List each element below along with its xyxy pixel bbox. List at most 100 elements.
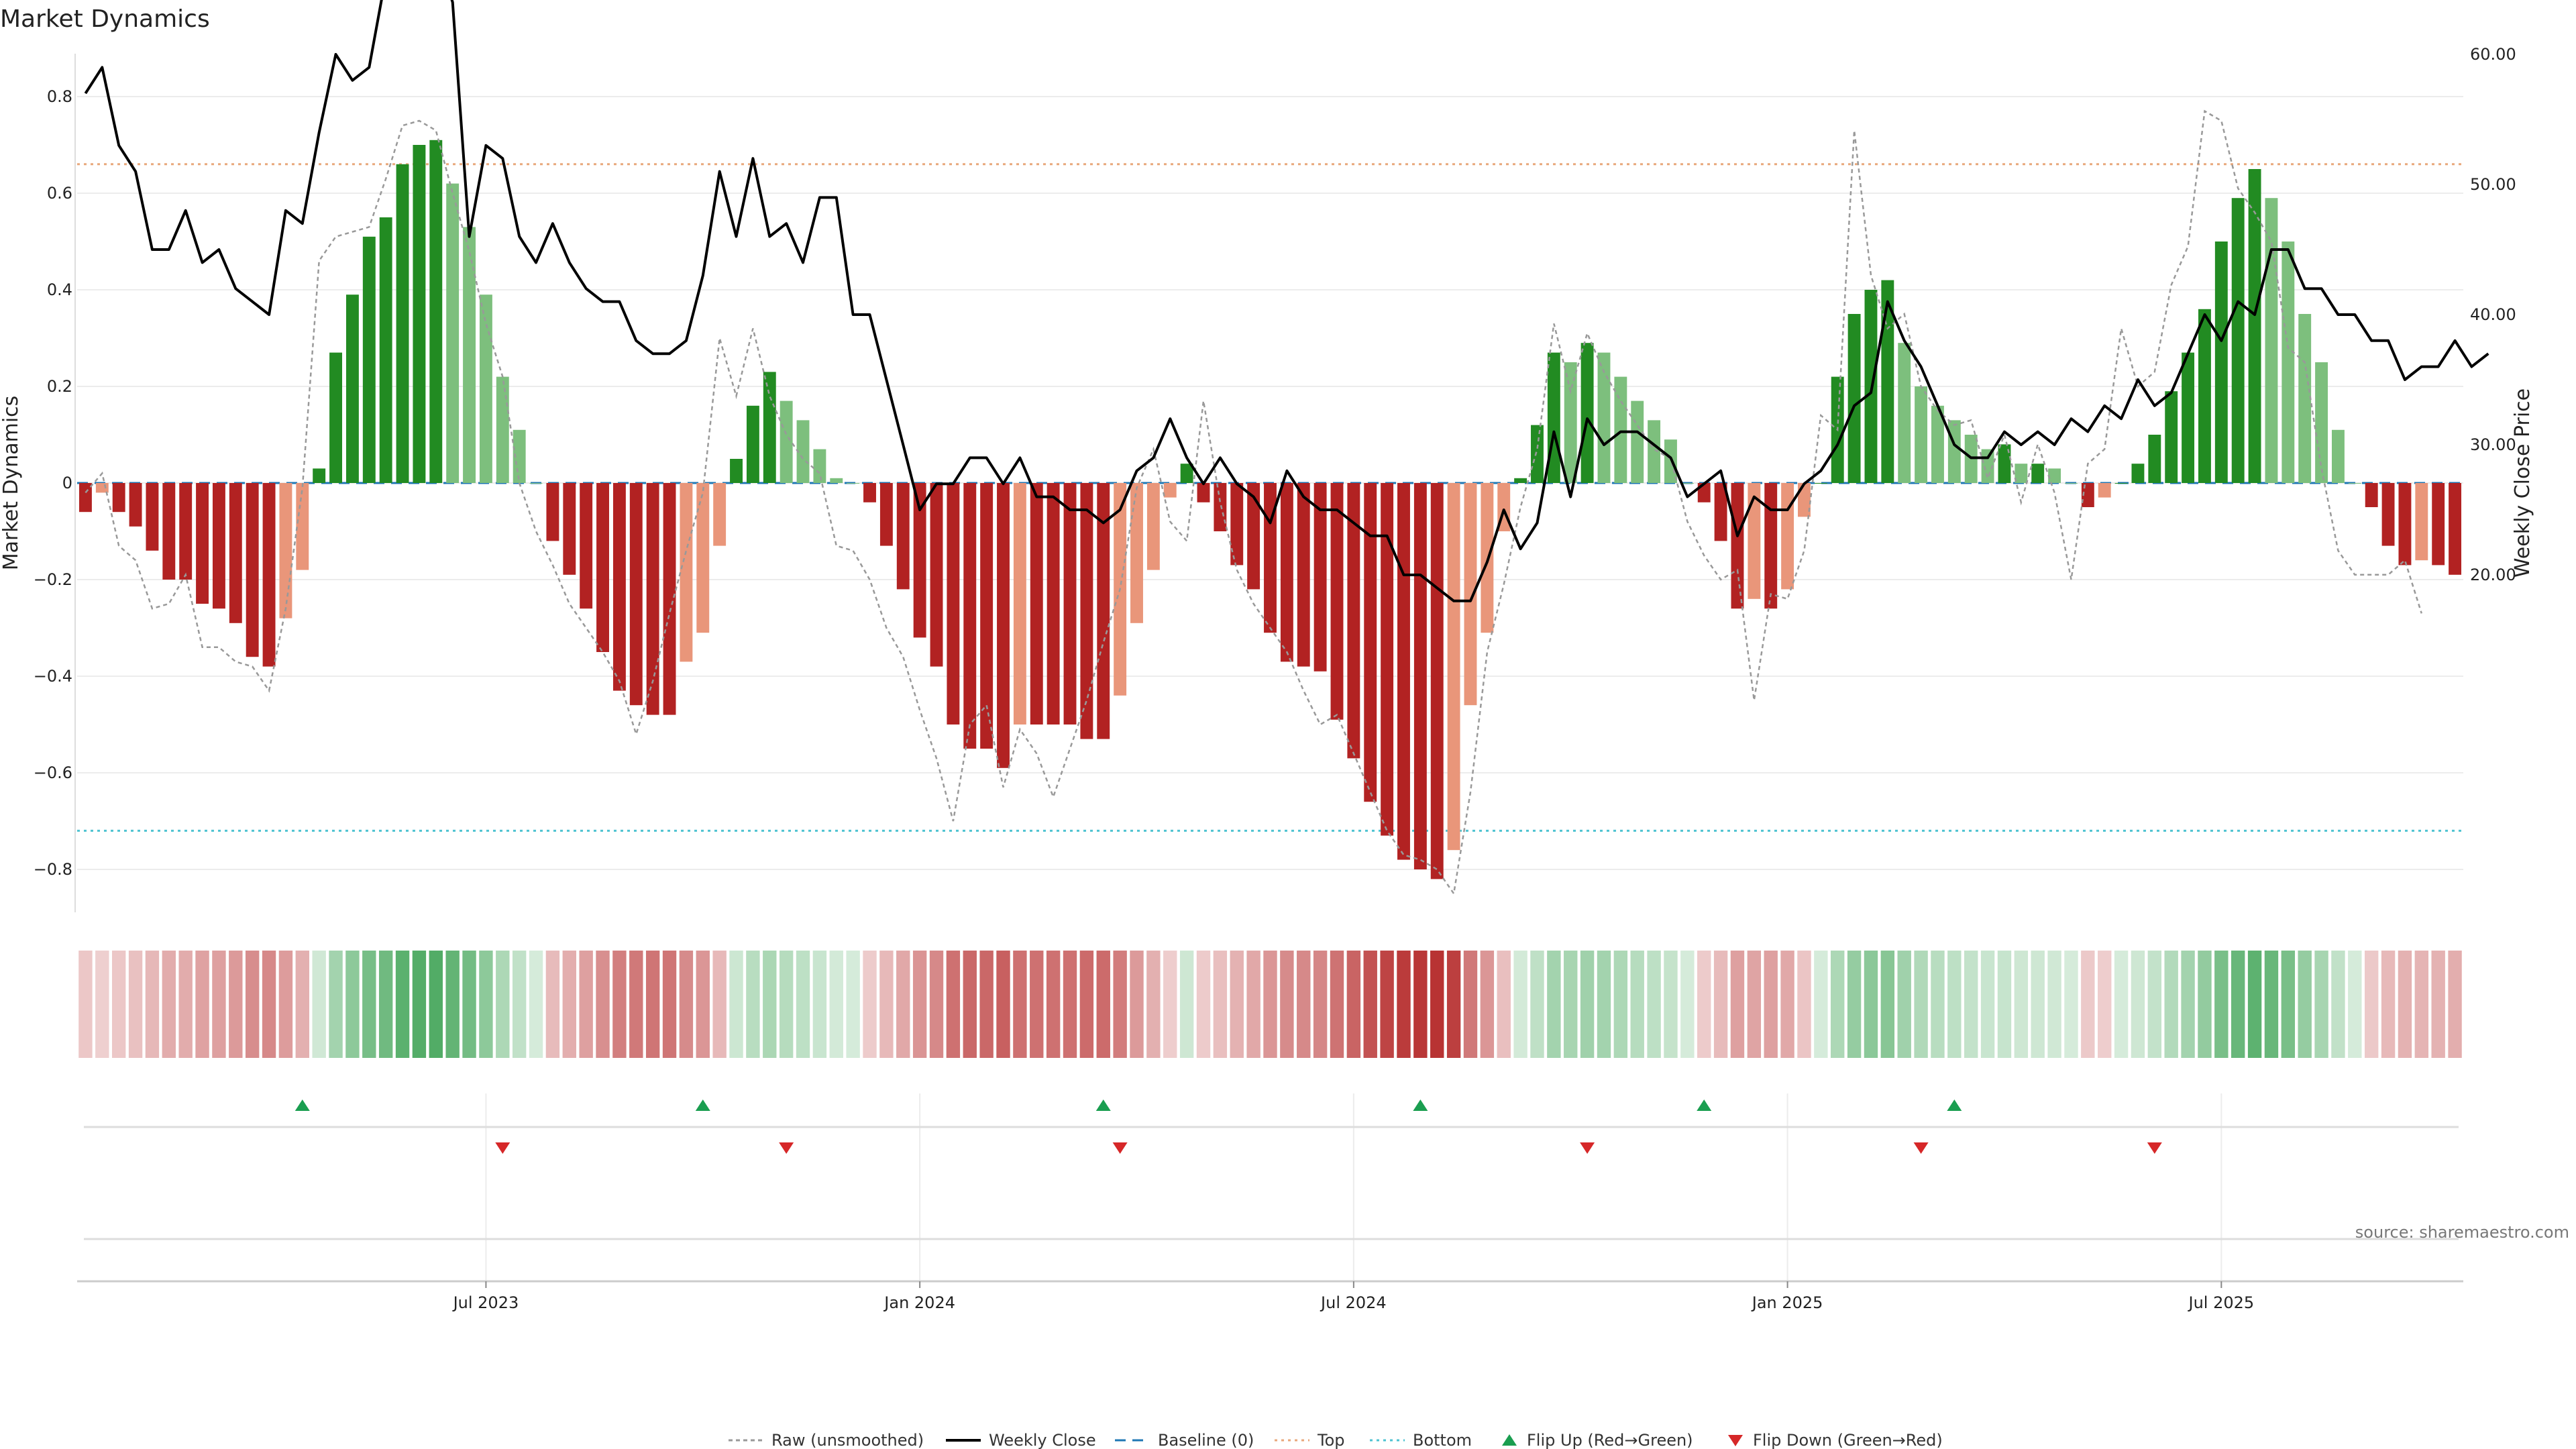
heatmap-cell <box>2264 951 2279 1058</box>
bar <box>2381 483 2395 546</box>
heatmap-cell <box>2164 951 2178 1058</box>
bar <box>1247 483 1260 590</box>
heatmap-cell <box>2348 951 2362 1058</box>
bar <box>563 483 576 575</box>
heatmap-cell <box>2364 951 2379 1058</box>
bar <box>930 483 943 667</box>
heatmap-cell <box>645 951 660 1058</box>
flip-down-marker <box>1112 1142 1128 1154</box>
bar <box>479 294 492 483</box>
heatmap-cell <box>1263 951 1277 1058</box>
bar <box>513 429 526 483</box>
bar <box>1364 483 1377 802</box>
heatmap-cell <box>496 951 510 1058</box>
heatmap-cell <box>529 951 543 1058</box>
bar <box>112 483 125 513</box>
legend-label: Weekly Close <box>989 1431 1096 1449</box>
heatmap-cell <box>979 951 994 1058</box>
y-axis-left: 0.8 0.6 0.4 0.2 0 −0.2 −0.4 −0.6 −0.8 <box>34 87 72 879</box>
heatmap-cell <box>829 951 843 1058</box>
heatmap-cell <box>679 951 694 1058</box>
heatmap-cell <box>1664 951 1678 1058</box>
flip-down-marker <box>779 1142 794 1154</box>
bar <box>2182 352 2195 483</box>
bar <box>830 478 843 483</box>
bar <box>2214 241 2228 483</box>
heatmap-cell <box>1030 951 1044 1058</box>
bar <box>296 483 309 570</box>
heatmap-cell <box>445 951 460 1058</box>
raw-line <box>85 109 2422 896</box>
bar <box>1764 483 1778 609</box>
bar <box>2432 483 2445 566</box>
flip-up-marker <box>1413 1099 1428 1111</box>
bar <box>1080 483 1093 739</box>
heatmap-cell <box>2031 951 2045 1058</box>
legend: Raw (unsmoothed) Weekly Close Baseline (0)… <box>729 1431 1943 1449</box>
y-right-tick-label: 50.00 <box>2470 175 2516 194</box>
flip-down-marker <box>1913 1142 1929 1154</box>
heatmap-cell <box>1997 951 2012 1058</box>
heatmap-cell <box>1230 951 1244 1058</box>
bar <box>2331 429 2345 483</box>
heatmap-cell <box>1079 951 1094 1058</box>
bar <box>362 236 376 483</box>
heatmap-cell <box>1980 951 1995 1058</box>
heatmap-cell <box>1613 951 1628 1058</box>
flip-up-marker <box>1947 1099 1962 1111</box>
heatmap-cell <box>429 951 443 1058</box>
heatmap-cell <box>195 951 209 1058</box>
bar <box>763 372 776 483</box>
heatmap-cell <box>229 951 243 1058</box>
line-series <box>84 0 2489 896</box>
bar <box>1197 483 1210 502</box>
legend-label: Flip Up (Red→Green) <box>1527 1431 1693 1449</box>
y-right-tick-label: 30.00 <box>2470 435 2516 454</box>
heatmap-cell <box>1463 951 1478 1058</box>
heatmap-cell <box>1346 951 1361 1058</box>
heatmap-cell <box>1246 951 1260 1058</box>
heatmap-cell <box>362 951 376 1058</box>
heatmap-cell <box>1831 951 1845 1058</box>
heatmap-cell <box>2014 951 2029 1058</box>
heatmap-cell <box>78 951 93 1058</box>
heatmap-cell <box>1513 951 1527 1058</box>
bar <box>413 145 426 483</box>
heatmap-cell <box>278 951 293 1058</box>
flip-up-marker <box>1095 1099 1111 1111</box>
heatmap-cell <box>2381 951 2396 1058</box>
heatmap-cell <box>696 951 710 1058</box>
bar <box>2265 198 2278 483</box>
bar <box>1297 483 1310 667</box>
heatmap-cell <box>245 951 260 1058</box>
bar <box>2282 241 2295 483</box>
heatmap-cell <box>1096 951 1110 1058</box>
bar <box>1814 483 1827 484</box>
bar <box>813 449 826 483</box>
bar <box>612 483 626 691</box>
bar <box>2198 309 2211 483</box>
heatmap-cell <box>746 951 760 1058</box>
bar <box>78 483 92 513</box>
heatmap-cell <box>2331 951 2345 1058</box>
heatmap-cell <box>1547 951 1561 1058</box>
bar <box>1648 420 1661 483</box>
bar <box>2148 435 2161 483</box>
heatmap-cell <box>896 951 910 1058</box>
heatmap-cell <box>1413 951 1428 1058</box>
bar <box>1998 444 2011 483</box>
heatmap-cell <box>2198 951 2212 1058</box>
bar <box>546 483 559 541</box>
legend-label: Flip Down (Green→Red) <box>1753 1431 1943 1449</box>
bar <box>212 483 225 609</box>
heatmap-cell <box>996 951 1010 1058</box>
heatmap-cell <box>629 951 643 1058</box>
heatmap-cell <box>1130 951 1144 1058</box>
bar <box>329 352 343 483</box>
heatmap-cell <box>1764 951 1778 1058</box>
heatmap-cell <box>562 951 576 1058</box>
bar <box>1230 483 1244 566</box>
bar <box>463 227 476 483</box>
heatmap-cell <box>378 951 393 1058</box>
